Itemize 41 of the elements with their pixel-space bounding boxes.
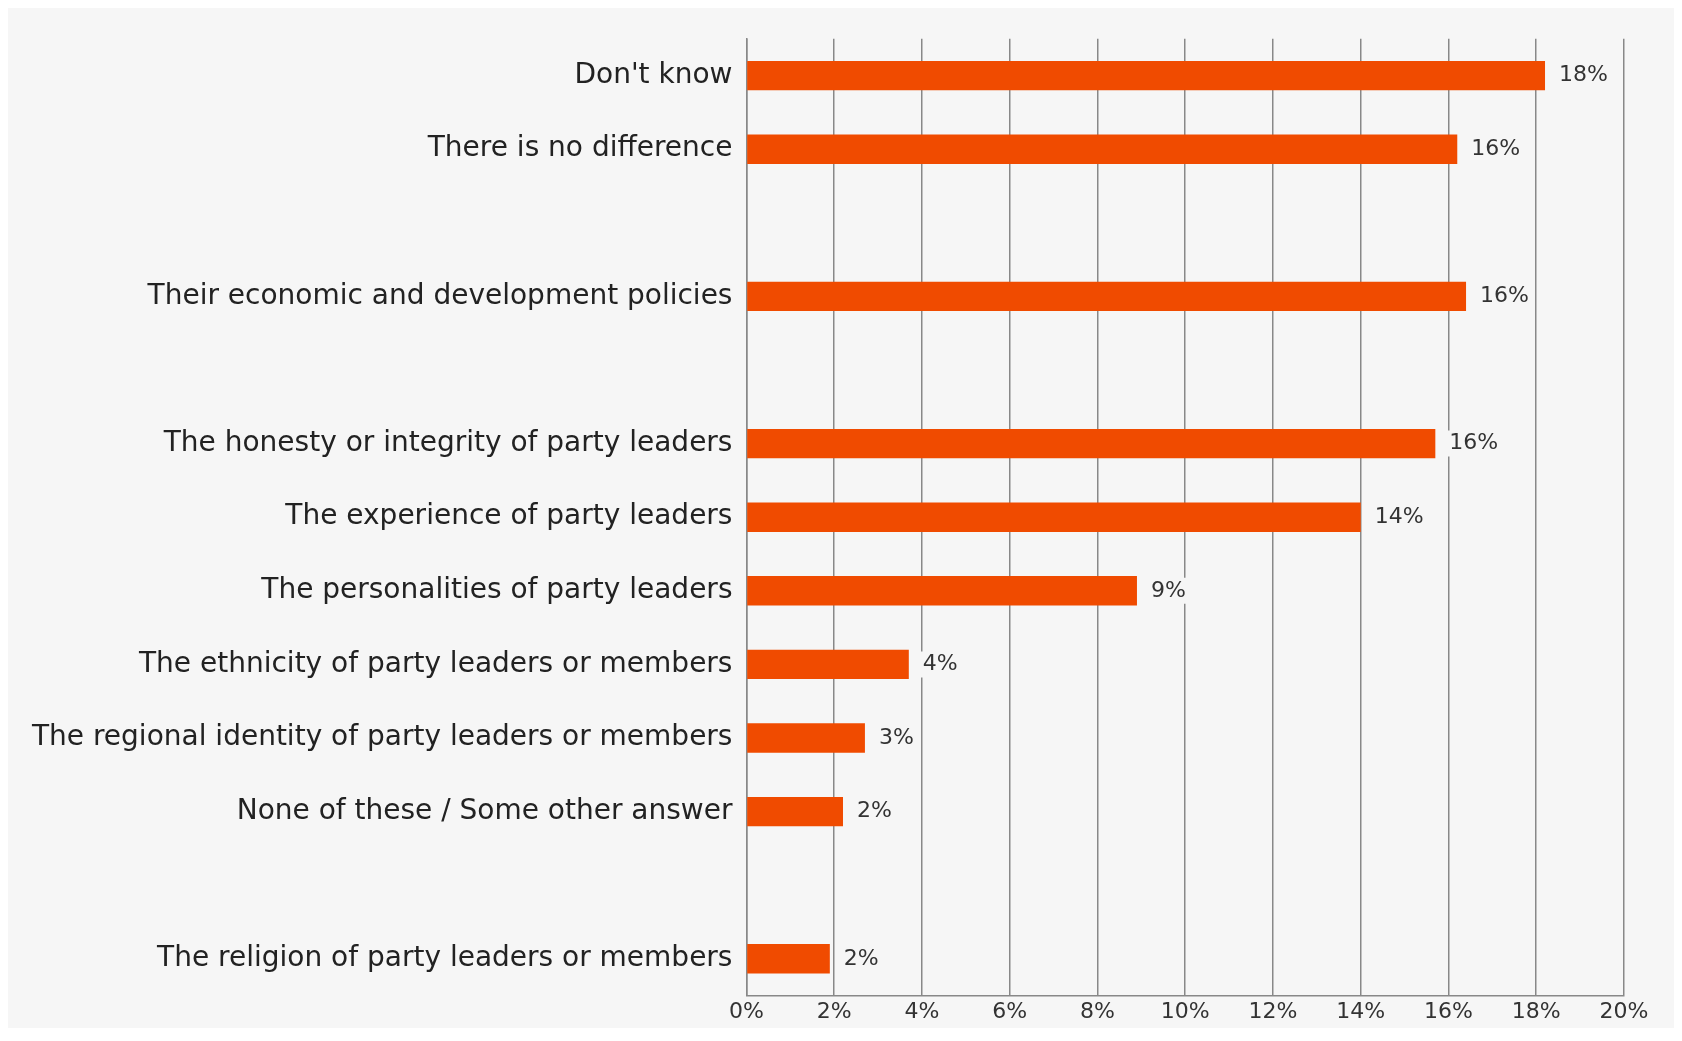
bar bbox=[747, 649, 909, 680]
x-tick-label: 20% bbox=[1599, 997, 1649, 1023]
y-tick-label: None of these / Some other answer bbox=[236, 792, 733, 826]
y-tick-label: The personalities of party leaders bbox=[260, 572, 733, 606]
data-label: 16% bbox=[1449, 429, 1499, 455]
data-label: 2% bbox=[843, 944, 879, 970]
y-tick-label: The honesty or integrity of party leaders bbox=[162, 424, 733, 458]
x-tick-label: 12% bbox=[1248, 997, 1298, 1023]
x-tick-label: 18% bbox=[1511, 997, 1561, 1023]
y-tick-label: The religion of party leaders or members bbox=[156, 940, 733, 974]
x-tick-label: 0% bbox=[729, 997, 764, 1023]
x-tick-label: 8% bbox=[1080, 997, 1115, 1023]
bar bbox=[747, 576, 1137, 606]
y-tick-label: The ethnicity of party leaders or members bbox=[138, 645, 733, 679]
bar bbox=[747, 796, 843, 827]
y-tick-label: The regional identity of party leaders or members bbox=[31, 719, 733, 753]
y-tick-label: Don't know bbox=[574, 56, 733, 90]
y-tick-label: There is no difference bbox=[426, 130, 733, 164]
x-tick-label: 4% bbox=[904, 997, 940, 1023]
x-tick-label: 14% bbox=[1336, 997, 1386, 1023]
data-label: 16% bbox=[1480, 282, 1529, 308]
bar bbox=[747, 502, 1361, 532]
bar bbox=[747, 60, 1546, 91]
x-tick-label: 10% bbox=[1160, 997, 1210, 1023]
bar bbox=[747, 134, 1458, 164]
data-label: 18% bbox=[1559, 61, 1608, 87]
data-label: 14% bbox=[1374, 502, 1424, 528]
data-label: 3% bbox=[878, 723, 914, 749]
bar bbox=[747, 723, 865, 753]
bar bbox=[747, 944, 830, 974]
x-tick-label: 16% bbox=[1424, 997, 1473, 1023]
y-tick-label: Their economic and development policies bbox=[146, 277, 733, 311]
x-tick-label: 2% bbox=[816, 997, 852, 1023]
data-label: 4% bbox=[922, 650, 958, 676]
bar bbox=[747, 428, 1436, 459]
data-label: 16% bbox=[1471, 134, 1521, 160]
data-label: 2% bbox=[856, 797, 892, 823]
y-tick-label: The experience of party leaders bbox=[284, 498, 733, 532]
x-tick-label: 6% bbox=[992, 997, 1028, 1023]
data-label: 9% bbox=[1150, 576, 1186, 602]
bar bbox=[747, 281, 1467, 312]
